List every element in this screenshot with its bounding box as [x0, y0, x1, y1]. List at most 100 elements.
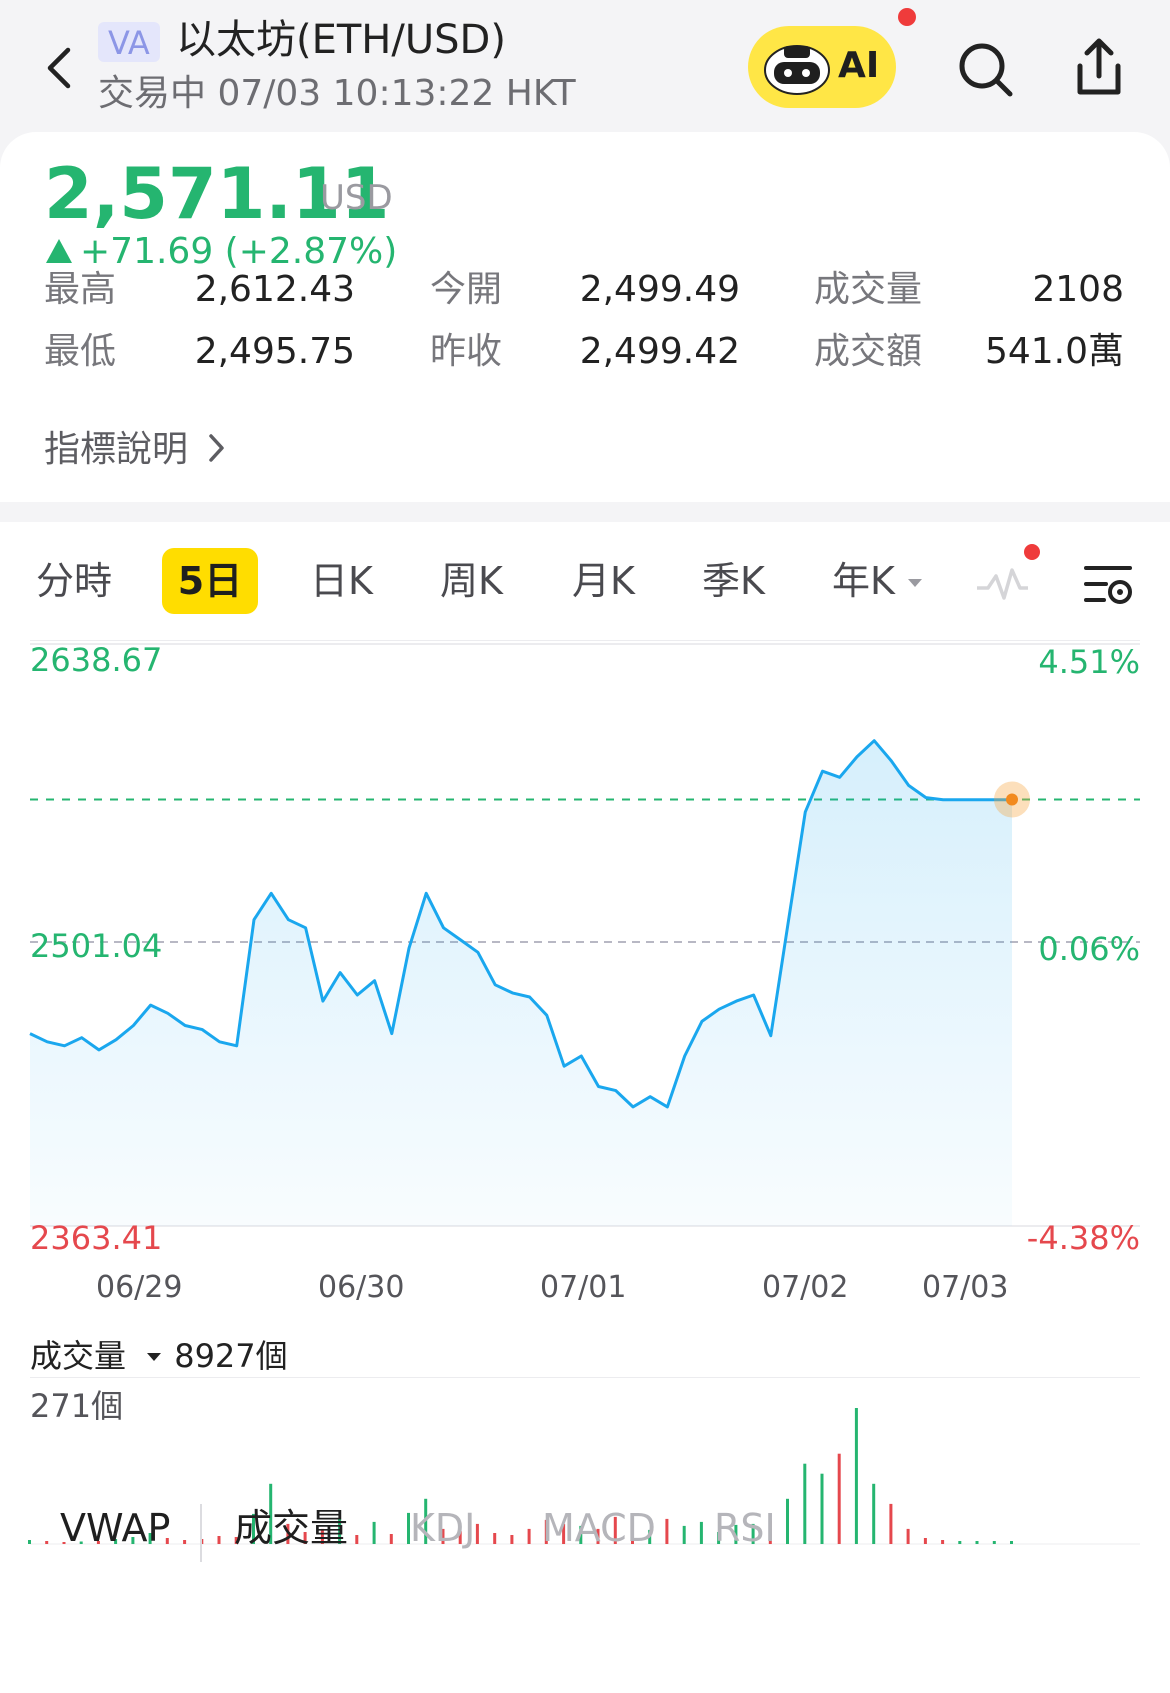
volume-bar — [751, 1523, 755, 1544]
x-tick-label: 07/01 — [540, 1270, 627, 1305]
volume-bar — [631, 1522, 634, 1544]
stat-value-low: 2,495.75 — [194, 331, 355, 372]
chart-card: 分時 5日 日K 周K 月K 季K 年K — [0, 522, 1170, 1693]
volume-bar — [544, 1519, 548, 1544]
indicator-tab-macd[interactable]: MACD — [542, 1506, 656, 1550]
back-button[interactable] — [40, 38, 80, 98]
tab-weekly-k[interactable]: 周K — [440, 559, 503, 603]
chart-settings-button[interactable] — [1082, 560, 1134, 614]
volume-bar — [96, 1541, 100, 1544]
volume-bar — [941, 1540, 945, 1544]
asset-type-badge: VA — [98, 22, 160, 62]
volume-bar — [837, 1453, 841, 1544]
volume-bar — [389, 1534, 393, 1544]
currency-label: USD — [320, 178, 393, 218]
stat-label-volume: 成交量 — [814, 269, 923, 310]
volume-bar — [682, 1525, 686, 1544]
price-line-chart[interactable] — [0, 642, 1170, 1262]
share-button[interactable] — [1070, 36, 1128, 100]
share-icon — [1077, 38, 1121, 95]
volume-bar — [407, 1512, 410, 1544]
indicator-tab-vwap[interactable]: VWAP — [60, 1506, 171, 1550]
tabs-divider — [30, 640, 1140, 641]
pct-axis-mid-label: 0.06% — [1038, 930, 1140, 968]
volume-bar — [217, 1536, 221, 1544]
volume-bar — [820, 1473, 824, 1544]
notification-dot — [898, 8, 916, 26]
x-tick-label: 06/29 — [96, 1270, 183, 1305]
volume-bar — [510, 1535, 514, 1544]
volume-bar — [286, 1523, 290, 1544]
search-button[interactable] — [956, 40, 1016, 100]
volume-bar — [183, 1540, 187, 1544]
indicator-explanation-link[interactable]: 指標說明 — [44, 424, 227, 476]
volume-bar — [338, 1518, 342, 1544]
search-icon — [959, 43, 1013, 97]
volume-bar — [79, 1541, 83, 1544]
y-axis-mid-label: 2501.04 — [30, 927, 163, 965]
indicator-tabs-separator — [200, 1504, 202, 1562]
volume-selector[interactable]: 成交量 8927個 — [30, 1334, 288, 1378]
volume-bar — [527, 1528, 531, 1544]
tab-yearly-k-dropdown[interactable]: 年K — [832, 555, 924, 607]
volume-bar — [424, 1498, 428, 1544]
triangle-up-icon — [46, 239, 72, 263]
chevron-left-icon — [47, 47, 71, 89]
volume-bar — [320, 1528, 324, 1544]
tab-monthly-k[interactable]: 月K — [572, 559, 635, 603]
indicator-tab-rsi[interactable]: RSI — [714, 1506, 776, 1550]
y-axis-max-label: 2638.67 — [30, 641, 163, 679]
stat-value-volume: 2108 — [1032, 269, 1124, 310]
current-price-marker — [1006, 793, 1018, 806]
volume-bar — [355, 1535, 359, 1544]
tab-5day[interactable]: 5日 — [162, 548, 258, 614]
volume-bar — [45, 1541, 49, 1544]
volume-bar — [699, 1521, 703, 1544]
chart-style-notification-dot — [1024, 544, 1040, 560]
volume-bar — [131, 1537, 135, 1544]
volume-total: 8927個 — [174, 1337, 288, 1375]
price-line — [29, 739, 1012, 1109]
tab-intraday[interactable]: 分時 — [36, 559, 113, 603]
stat-label-high: 最高 — [44, 269, 117, 310]
top-bar: VA 以太坊(ETH/USD) 交易中 07/03 10:13:22 HKT A… — [0, 0, 1170, 130]
volume-bar — [975, 1541, 979, 1544]
volume-bar — [854, 1408, 858, 1544]
x-tick-label: 06/30 — [318, 1270, 405, 1305]
volume-bar — [493, 1533, 497, 1544]
volume-bar — [475, 1523, 479, 1544]
volume-bar — [923, 1538, 927, 1544]
volume-bar — [889, 1503, 893, 1544]
volume-bar — [613, 1516, 617, 1544]
stat-label-prev-close: 昨收 — [430, 331, 503, 372]
volume-bar — [562, 1523, 566, 1544]
volume-bar — [252, 1513, 255, 1544]
tab-yearly-k: 年K — [832, 559, 895, 603]
quote-card: 2,571.11 USD +71.69 (+2.87%) 最高 2,612.43… — [0, 132, 1170, 502]
volume-bar — [768, 1520, 772, 1544]
ai-assistant-button[interactable]: AI — [748, 26, 896, 108]
stat-label-open: 今開 — [430, 269, 503, 310]
volume-bar — [786, 1498, 789, 1544]
robot-mascot-icon — [764, 45, 830, 95]
market-status: 交易中 07/03 10:13:22 HKT — [98, 73, 576, 114]
volume-bar — [906, 1528, 910, 1544]
stat-value-open: 2,499.49 — [579, 269, 740, 310]
page-title: 以太坊(ETH/USD) — [176, 17, 506, 63]
chart-style-button[interactable] — [974, 556, 1030, 610]
y-axis-min-label: 2363.41 — [30, 1219, 163, 1257]
volume-bar — [803, 1463, 807, 1544]
indicator-tab-kdj[interactable]: KDJ — [410, 1506, 476, 1550]
ai-label: AI — [838, 45, 880, 86]
line-chart-icon — [977, 568, 1028, 600]
volume-bar — [458, 1531, 462, 1544]
indicator-tab-volume[interactable]: 成交量 — [234, 1506, 349, 1550]
pct-axis-min-label: -4.38% — [1026, 1219, 1140, 1257]
stat-value-prev-close: 2,499.42 — [579, 331, 740, 372]
volume-bar — [992, 1541, 996, 1544]
tab-daily-k[interactable]: 日K — [310, 559, 373, 603]
volume-bar — [62, 1542, 66, 1544]
volume-max-label: 271個 — [30, 1387, 124, 1425]
chevron-right-icon — [209, 434, 225, 462]
tab-quarterly-k[interactable]: 季K — [702, 559, 765, 603]
